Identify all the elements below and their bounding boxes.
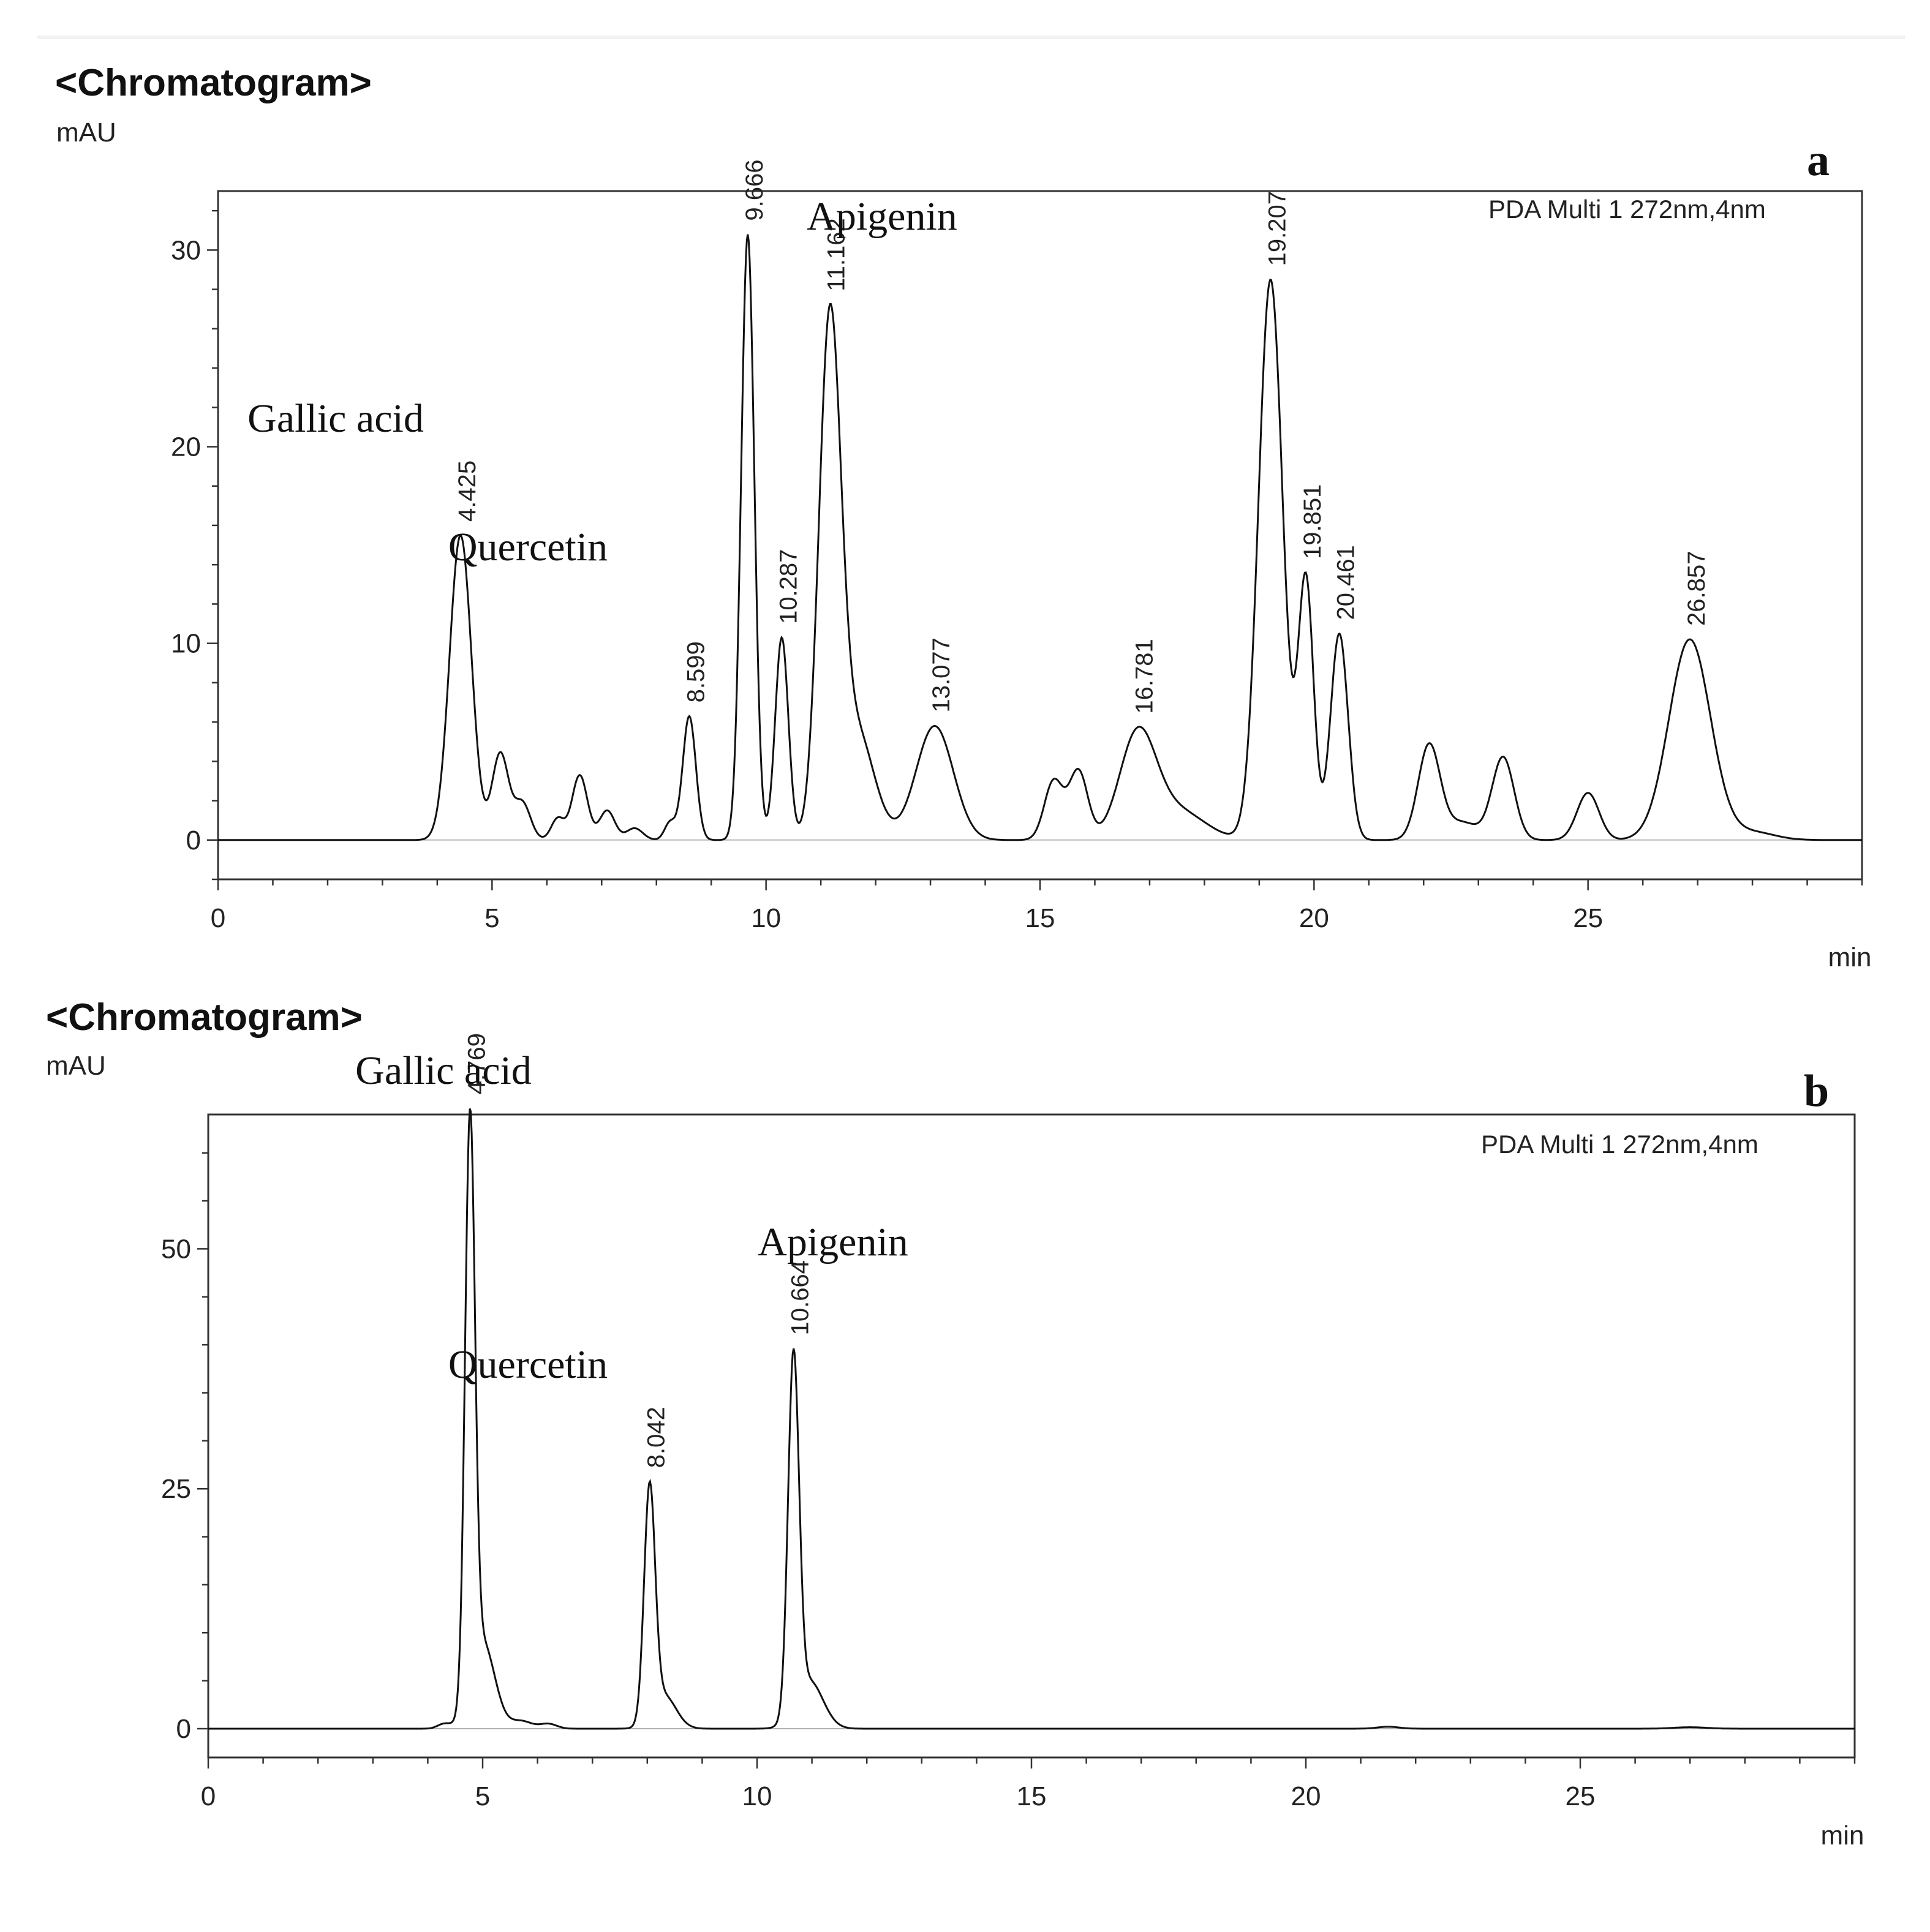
y-tick-label: 50	[161, 1234, 191, 1264]
compound-label: Quercetin	[448, 525, 608, 569]
peak-rt-label: 9.666	[741, 160, 768, 221]
top-divider	[37, 36, 1905, 39]
peak-rt-label: 10.287	[775, 549, 802, 624]
chromatogram-panel-b: <Chromatogram> mAU b PDA Multi 1 272nm,4…	[0, 980, 1930, 1932]
y-tick-label: 25	[161, 1474, 191, 1504]
y-tick-label: 20	[171, 432, 201, 462]
peak-rt-label: 19.851	[1299, 484, 1326, 559]
peak-rt-label: 16.781	[1131, 639, 1158, 713]
compound-label: Apigenin	[807, 194, 957, 239]
peak-rt-label: 8.042	[643, 1407, 670, 1468]
x-tick-label: 5	[475, 1781, 490, 1811]
detector-label: PDA Multi 1 272nm,4nm	[1481, 1130, 1758, 1159]
peak-rt-label: 10.664	[786, 1260, 813, 1335]
x-tick-label: 15	[1025, 903, 1055, 933]
chromatogram-title: <Chromatogram>	[55, 62, 372, 104]
x-tick-label: 10	[751, 903, 781, 933]
x-tick-label: 5	[484, 903, 499, 933]
compound-label: Gallic acid	[247, 396, 424, 441]
y-tick-label: 0	[186, 825, 201, 855]
x-tick-label: 0	[211, 903, 225, 933]
peak-rt-label: 26.857	[1683, 551, 1710, 626]
panel-letter: b	[1804, 1066, 1830, 1116]
x-tick-label: 15	[1017, 1781, 1047, 1811]
y-tick-label: 0	[176, 1714, 191, 1744]
x-axis-unit: min	[1828, 942, 1872, 972]
chromatogram-panel-a: <Chromatogram> mAU a PDA Multi 1 272nm,4…	[55, 62, 1872, 972]
y-axis-unit: mAU	[56, 118, 116, 148]
peak-rt-label: 20.461	[1333, 545, 1360, 620]
x-axis-unit: min	[1821, 1821, 1864, 1851]
detector-label: PDA Multi 1 272nm,4nm	[1488, 195, 1766, 224]
peak-rt-label: 19.207	[1264, 191, 1291, 266]
x-tick-label: 25	[1573, 903, 1603, 933]
x-tick-label: 25	[1566, 1781, 1596, 1811]
plot-frame	[207, 1113, 1856, 1759]
x-tick-label: 10	[742, 1781, 772, 1811]
chromatogram-plot-b: 0 25 50 0 5 10 15 20 25 min 4.769 8.042 10.664 Gallic…	[161, 1033, 1864, 1851]
compound-label: Quercetin	[448, 1342, 608, 1387]
peak-rt-label: 4.425	[454, 460, 481, 522]
y-tick-label: 30	[171, 235, 201, 265]
panel-letter: a	[1807, 135, 1830, 186]
chromatogram-trace	[208, 1108, 1855, 1730]
x-tick-label: 0	[201, 1781, 216, 1811]
chromatogram-trace	[218, 234, 1862, 841]
compound-label: Gallic acid	[355, 1048, 532, 1093]
y-axis-unit: mAU	[46, 1051, 106, 1081]
peak-rt-label: 4.769	[463, 1033, 490, 1094]
compound-label: Apigenin	[758, 1220, 908, 1265]
peak-rt-label: 13.077	[928, 637, 955, 712]
x-tick-label: 20	[1299, 903, 1329, 933]
x-tick-label: 20	[1291, 1781, 1321, 1811]
chromatogram-plot-a: 0 10 20 30 0 5 10 15 20 25 min 4.425 8.599 9.666 10.28…	[171, 160, 1872, 972]
peak-rt-label: 11.162	[823, 218, 850, 291]
y-tick-label: 10	[171, 629, 201, 659]
peak-rt-label: 8.599	[682, 641, 709, 702]
chromatogram-title: <Chromatogram>	[46, 996, 363, 1039]
